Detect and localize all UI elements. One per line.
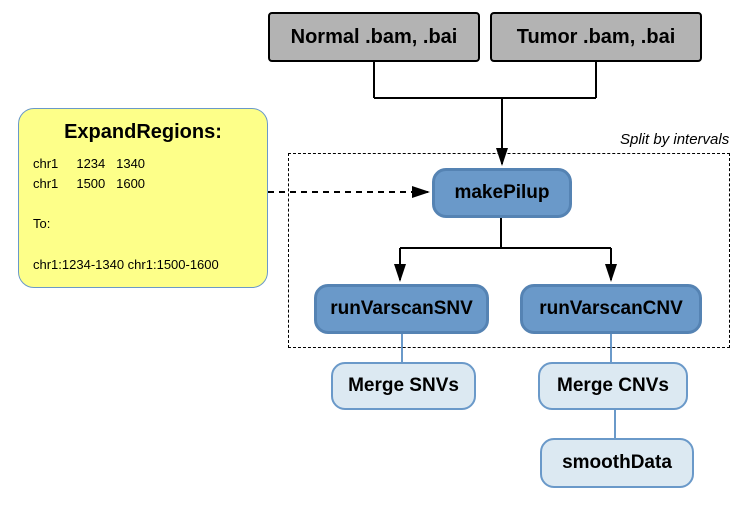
- expand-regions-annotation: ExpandRegions: chr1 1234 1340 chr1 1500 …: [18, 108, 268, 288]
- smooth-data-node: smoothData: [540, 438, 694, 488]
- normal-bam-label: Normal .bam, .bai: [291, 26, 458, 49]
- merge-cnv-node: Merge CNVs: [538, 362, 688, 410]
- varscan-cnv-node: runVarscanCNV: [520, 284, 702, 334]
- merge-snv-label: Merge SNVs: [348, 375, 459, 397]
- merge-cnv-label: Merge CNVs: [557, 375, 669, 397]
- smooth-data-label: smoothData: [562, 452, 672, 474]
- merge-snv-node: Merge SNVs: [331, 362, 476, 410]
- make-pileup-node: makePilup: [432, 168, 572, 218]
- varscan-snv-node: runVarscanSNV: [314, 284, 489, 334]
- tumor-bam-node: Tumor .bam, .bai: [490, 12, 702, 62]
- normal-bam-node: Normal .bam, .bai: [268, 12, 480, 62]
- make-pileup-label: makePilup: [454, 182, 549, 204]
- split-intervals-label: Split by intervals: [620, 131, 729, 148]
- expand-regions-body: chr1 1234 1340 chr1 1500 1600 To: chr1:1…: [33, 154, 253, 275]
- expand-regions-title: ExpandRegions:: [33, 121, 253, 144]
- varscan-cnv-label: runVarscanCNV: [539, 298, 683, 320]
- varscan-snv-label: runVarscanSNV: [330, 298, 473, 320]
- tumor-bam-label: Tumor .bam, .bai: [517, 26, 676, 49]
